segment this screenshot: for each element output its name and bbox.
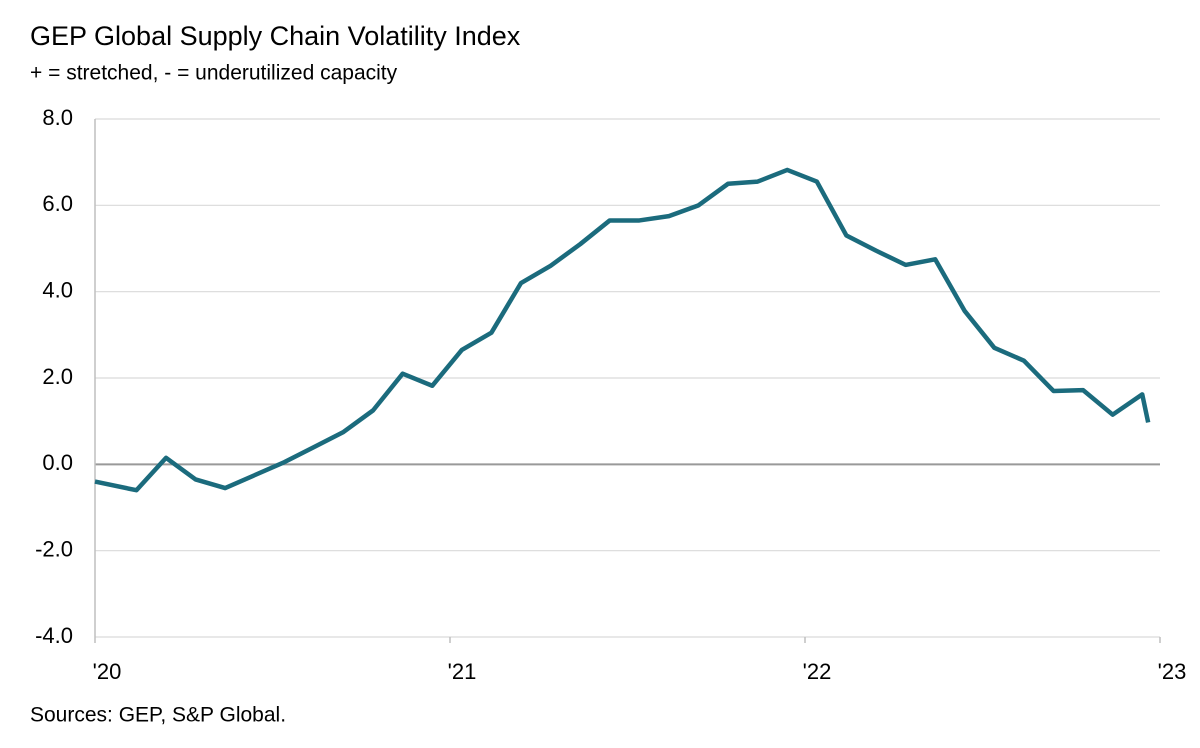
- source-note: Sources: GEP, S&P Global.: [30, 704, 286, 727]
- x-tick-label: '23: [1158, 659, 1187, 684]
- data-line: [94, 167, 1151, 493]
- x-tick-label: '22: [803, 659, 832, 684]
- y-tick-label: -4.0: [35, 623, 73, 648]
- x-tick-label: '20: [93, 659, 122, 684]
- chart-subtitle: + = stretched, - = underutilized capacit…: [30, 62, 398, 85]
- y-tick-label: 2.0: [42, 364, 73, 389]
- chart-title: GEP Global Supply Chain Volatility Index: [30, 21, 521, 51]
- y-tick-label: -2.0: [35, 536, 73, 561]
- y-tick-label: 6.0: [42, 191, 73, 216]
- y-tick-label: 8.0: [42, 105, 73, 130]
- x-tick-label: '21: [448, 659, 477, 684]
- y-tick-label: 4.0: [42, 277, 73, 302]
- y-tick-label: 0.0: [42, 450, 73, 475]
